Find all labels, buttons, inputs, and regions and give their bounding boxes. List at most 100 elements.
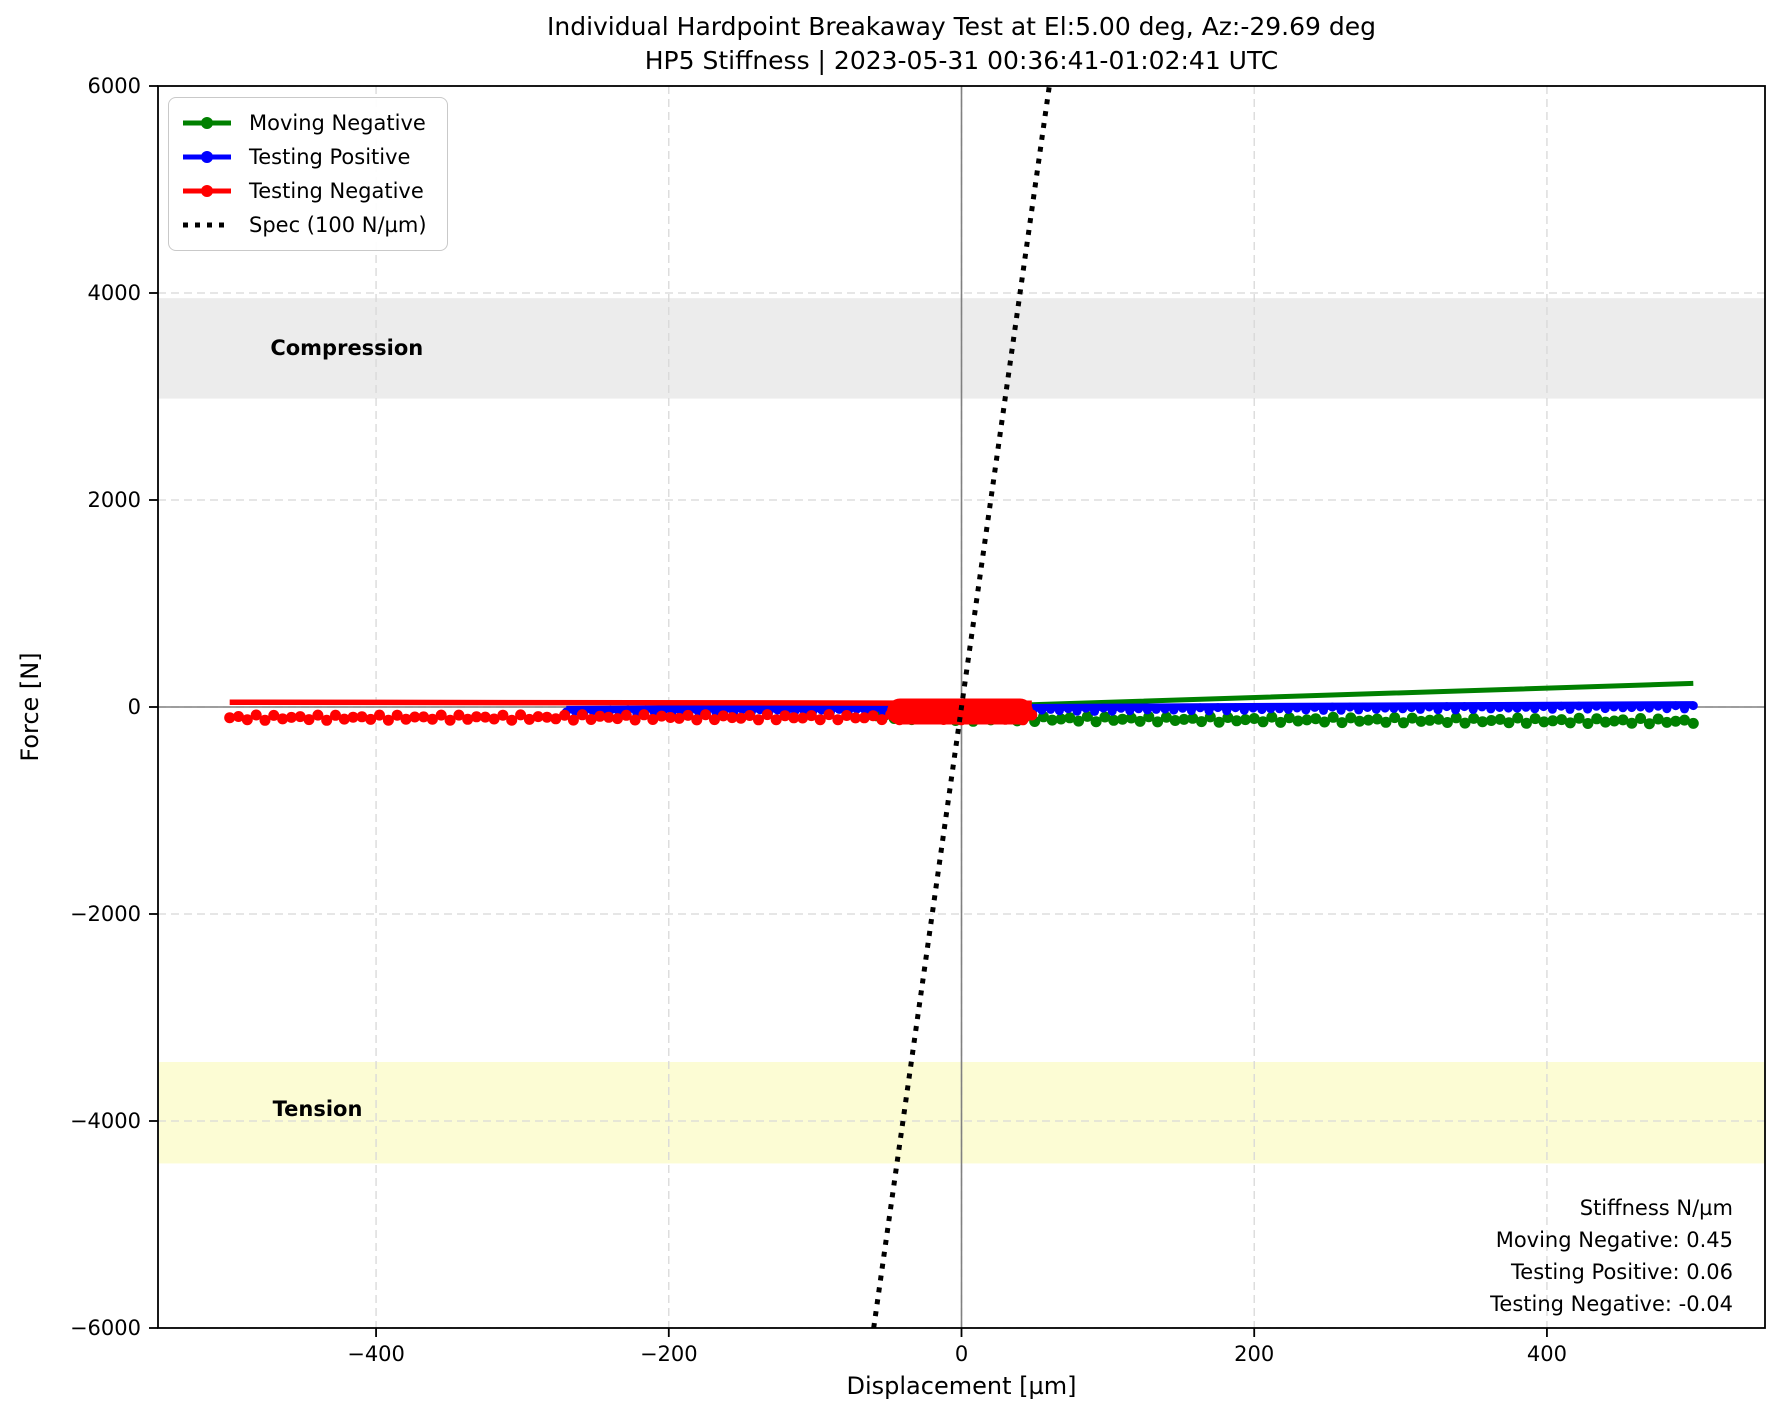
series-marker xyxy=(1652,713,1664,725)
series-marker xyxy=(1072,706,1082,716)
series-marker xyxy=(488,713,500,725)
series-marker xyxy=(620,709,632,721)
series-marker xyxy=(1468,705,1478,714)
series-marker xyxy=(453,709,465,721)
series-marker xyxy=(1503,717,1515,729)
series-marker xyxy=(1073,715,1085,727)
x-tick-label: 200 xyxy=(1234,1342,1274,1366)
series-marker xyxy=(1565,704,1575,714)
series-marker xyxy=(1547,704,1557,714)
series-marker xyxy=(1600,716,1611,728)
series-marker xyxy=(1451,705,1461,715)
series-marker xyxy=(638,709,650,721)
series-marker xyxy=(1081,703,1091,713)
series-marker xyxy=(426,713,438,725)
series-marker xyxy=(761,709,773,721)
series-marker xyxy=(294,711,306,723)
series-marker xyxy=(1160,704,1170,714)
series-marker xyxy=(779,710,791,722)
series-marker xyxy=(1098,703,1108,713)
series-marker xyxy=(1292,715,1304,727)
y-tick-label: −2000 xyxy=(70,902,141,926)
series-marker xyxy=(1266,711,1278,723)
series-marker xyxy=(1319,716,1330,728)
series-marker xyxy=(1231,715,1243,727)
legend-sample-dot xyxy=(201,117,213,129)
series-marker xyxy=(852,704,862,714)
series-marker xyxy=(876,714,888,726)
series-marker xyxy=(409,711,421,723)
series-marker xyxy=(797,712,809,724)
series-marker xyxy=(418,711,430,723)
series-marker xyxy=(532,711,544,723)
series-marker xyxy=(1222,706,1232,716)
series-marker xyxy=(850,712,861,724)
series-marker xyxy=(1310,713,1322,725)
series-marker xyxy=(629,714,641,726)
series-marker xyxy=(735,712,747,724)
series-marker xyxy=(382,714,394,726)
series-marker xyxy=(541,711,553,723)
series-marker xyxy=(1617,714,1629,726)
series-marker xyxy=(1195,703,1205,713)
series-marker xyxy=(1371,704,1381,714)
stiffness-annotation-line: Stiffness N/µm xyxy=(1579,1196,1733,1220)
series-marker xyxy=(1090,706,1100,716)
series-marker xyxy=(1485,715,1497,726)
series-marker xyxy=(1371,713,1383,725)
series-marker xyxy=(1239,714,1251,726)
series-marker xyxy=(1336,705,1346,715)
x-axis-label: Displacement [µm] xyxy=(846,1372,1077,1400)
series-marker xyxy=(1046,704,1056,714)
legend-item-testing-negative: Testing Negative xyxy=(181,174,427,208)
series-marker xyxy=(805,710,817,722)
x-tick-label: 400 xyxy=(1527,1342,1567,1366)
series-marker xyxy=(1415,715,1427,727)
series-marker xyxy=(1661,716,1673,728)
series-marker xyxy=(1608,715,1620,727)
series-marker xyxy=(603,711,615,723)
series-marker xyxy=(1037,705,1047,715)
series-marker xyxy=(268,709,280,721)
series-marker xyxy=(1530,704,1540,714)
series-marker xyxy=(858,712,870,724)
series-marker xyxy=(1319,705,1328,715)
stiffness-annotation-line: Testing Negative: -0.04 xyxy=(1490,1292,1733,1316)
series-marker xyxy=(1477,702,1487,712)
series-marker xyxy=(1564,717,1576,729)
series-marker xyxy=(1178,713,1190,725)
series-marker xyxy=(1582,718,1594,729)
series-marker xyxy=(259,714,271,726)
series-marker xyxy=(709,714,720,726)
series-marker xyxy=(400,713,412,725)
series-marker xyxy=(1213,716,1225,728)
series-marker xyxy=(567,714,579,726)
series-marker xyxy=(1477,716,1488,728)
series-marker xyxy=(356,711,368,723)
series-marker xyxy=(1573,712,1585,724)
legend-item-label: Spec (100 N/µm) xyxy=(249,213,427,237)
series-marker xyxy=(1441,717,1453,728)
series-marker xyxy=(1424,702,1434,712)
stiffness-annotation: Stiffness N/µm Moving Negative: 0.45 Testi… xyxy=(1490,1192,1733,1320)
series-marker xyxy=(814,714,826,726)
legend-item-moving-negative: Moving Negative xyxy=(181,106,427,140)
stiffness-annotation-line: Moving Negative: 0.45 xyxy=(1495,1228,1733,1252)
series-marker xyxy=(673,712,685,724)
series-marker xyxy=(1415,704,1425,714)
series-marker xyxy=(1248,713,1260,724)
series-marker xyxy=(1653,701,1663,711)
series-marker xyxy=(1442,702,1452,712)
series-marker xyxy=(1063,704,1073,714)
series-marker xyxy=(1142,705,1152,715)
series-marker xyxy=(1380,716,1392,728)
y-tick-label: 2000 xyxy=(88,488,141,512)
series-marker xyxy=(1380,703,1390,713)
compression-label: Compression xyxy=(270,335,424,360)
series-marker xyxy=(753,714,764,726)
series-marker xyxy=(1512,712,1524,724)
series-marker xyxy=(1635,713,1647,724)
series-marker xyxy=(1450,712,1462,724)
series-marker xyxy=(506,714,518,726)
y-tick-label: 0 xyxy=(128,695,141,719)
